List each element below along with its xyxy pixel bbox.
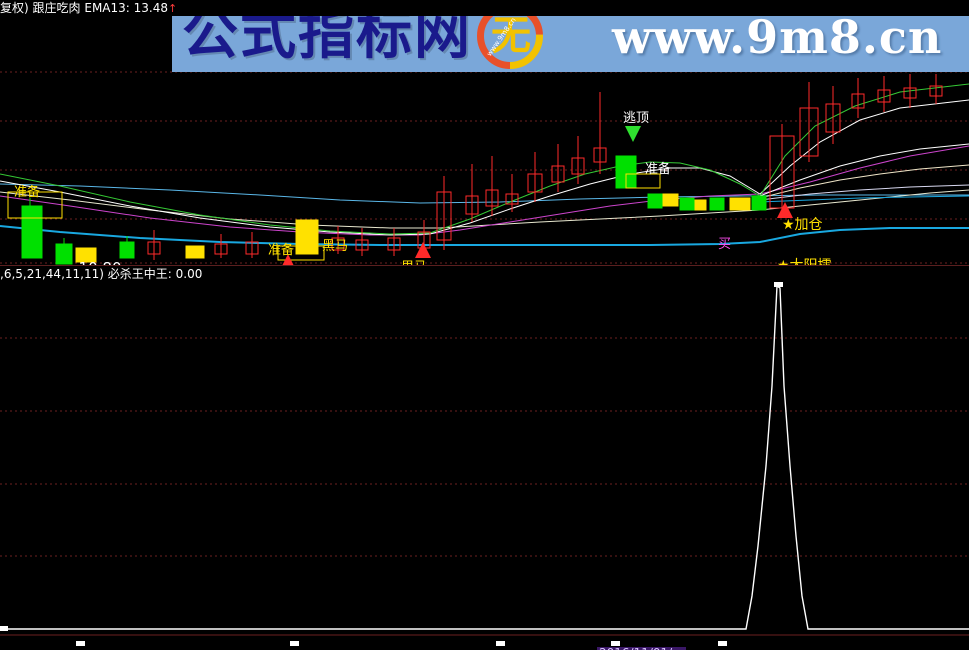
annotation-add-position: ★加仓 xyxy=(782,217,823,233)
indicator-params: ,6,5,21,44,11,11) xyxy=(0,267,104,281)
indicator-label: 必杀王中王: xyxy=(107,267,172,281)
annotation-price-level: ←10.80 xyxy=(66,261,122,266)
indicator-value: 0.00 xyxy=(175,267,203,281)
annotation-prepare-right: 准备 xyxy=(645,162,672,177)
annotation-black-horse: 黑马 xyxy=(322,239,349,254)
annotation-prepare-left: 准备 xyxy=(14,185,41,200)
x-axis[interactable]: 2016/11/01/一 xyxy=(0,637,969,650)
sell-arrow-marker xyxy=(625,126,641,142)
axis-date-label: 2016/11/01/一 xyxy=(597,647,687,650)
indicator-pane[interactable]: ,6,5,21,44,11,11) 必杀王中王: 0.00 xyxy=(0,265,969,650)
annotation-buy: 买 xyxy=(718,237,732,252)
indicator-header: ,6,5,21,44,11,11) 必杀王中王: 0.00 xyxy=(0,266,202,282)
ema-value: 13.48 xyxy=(133,1,169,15)
annotation-big-yang: ★大阳擂 xyxy=(777,259,832,265)
annotation-li-horse: 里马 xyxy=(401,261,427,266)
price-chart-canvas xyxy=(0,71,969,265)
up-arrow-icon: ↑ xyxy=(168,2,178,15)
title-prefix: 复权) xyxy=(0,1,29,15)
price-pane-header: 复权) 跟庄吃肉 EMA13: 13.48↑ xyxy=(0,0,177,17)
watermark-url: www.9m8.cn xyxy=(612,10,943,64)
annotation-escape-top: 逃顶 xyxy=(623,111,650,126)
indicator-chart-canvas xyxy=(0,282,969,636)
window-titlebar: 复权) 跟庄吃肉 EMA13: 13.48↑ xyxy=(0,0,969,16)
buy-arrow-markers xyxy=(282,202,793,265)
x-axis-ticks xyxy=(76,641,727,646)
indicator-title: 跟庄吃肉 xyxy=(32,1,81,15)
logo-glyph: 无 xyxy=(491,13,531,59)
site-logo-icon: 无 www.9m8.cn xyxy=(477,3,543,69)
ema-label: EMA13: xyxy=(84,1,130,15)
annotation-prepare-mid: 准备 xyxy=(268,243,295,258)
